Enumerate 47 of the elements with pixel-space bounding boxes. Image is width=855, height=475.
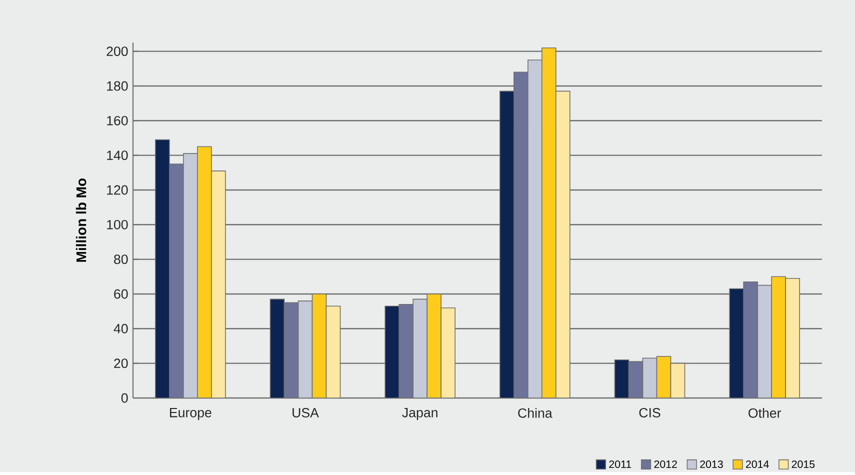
y-tick-label: 60 [114, 289, 128, 299]
x-tick-label: China [518, 408, 552, 418]
x-tick-label: Other [748, 408, 782, 418]
bar [542, 47, 556, 398]
bar [670, 362, 686, 398]
bar [426, 293, 442, 398]
bar [326, 306, 341, 398]
x-tick-label: USA [292, 408, 319, 418]
bar [528, 59, 542, 398]
bar [197, 146, 212, 398]
bar [183, 153, 198, 398]
bar [412, 298, 428, 398]
legend-label: 2013 [700, 460, 723, 468]
y-tick-label: 80 [114, 254, 128, 264]
bar [440, 307, 456, 398]
x-tick-label: CIS [639, 408, 660, 418]
y-tick-label: 0 [121, 393, 128, 403]
bar [298, 300, 313, 398]
x-tick-label: Japan [402, 408, 438, 420]
bar [155, 139, 170, 398]
bar [614, 359, 630, 398]
bar [771, 276, 786, 398]
legend-label: 2011 [609, 460, 632, 468]
legend-label: 2012 [654, 460, 677, 468]
bar [270, 298, 285, 398]
y-tick-label: 180 [107, 81, 128, 91]
legend-label: 2014 [746, 460, 769, 468]
bar [729, 288, 744, 398]
y-axis-title: Million lb Mo [76, 178, 86, 262]
y-tick-label: 200 [106, 46, 128, 56]
y-tick-label: 120 [107, 185, 128, 195]
bar [312, 293, 327, 398]
bar [642, 358, 658, 398]
bar [757, 284, 772, 398]
y-tick-label: 140 [107, 150, 128, 160]
bar [656, 356, 672, 398]
x-tick-label: Europe [170, 408, 212, 420]
bar [500, 90, 514, 398]
bar [785, 278, 800, 398]
legend-label: 2015 [792, 460, 815, 468]
y-tick-label: 160 [107, 116, 128, 126]
y-tick-label: 100 [107, 220, 128, 230]
bar [556, 90, 570, 398]
y-tick-label: 20 [114, 358, 128, 368]
y-tick-label: 40 [114, 324, 128, 334]
bar [384, 306, 400, 398]
bar [211, 170, 226, 398]
